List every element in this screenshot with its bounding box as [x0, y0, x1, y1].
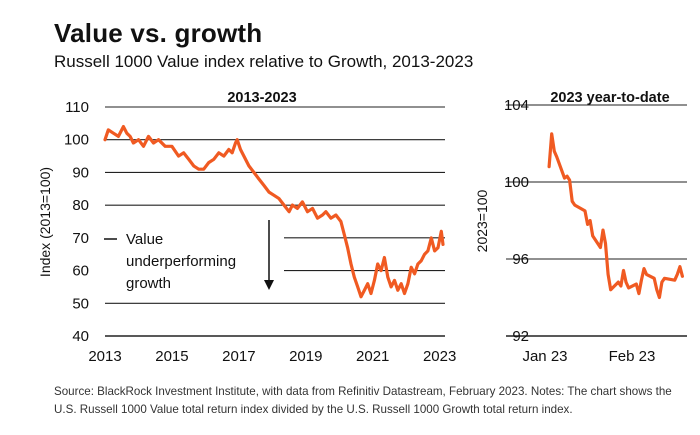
left-x-tick: 2023 [423, 348, 456, 365]
left-x-tick: 2021 [356, 348, 389, 365]
left-y-tick: 80 [72, 197, 89, 214]
annotation-line-2: underperforming [126, 253, 236, 270]
long-term-panel: 2013-2023 Index (2013=100) 40 50 60 70 80 90 1… [37, 90, 456, 365]
left-x-tick: 2015 [155, 348, 188, 365]
left-y-tick: 50 [72, 295, 89, 312]
right-x-tick: Jan 23 [522, 348, 567, 365]
annotation-line-1: Value [126, 231, 163, 248]
right-panel-title: 2023 year-to-date [550, 90, 669, 106]
left-x-tick: 2013 [88, 348, 121, 365]
right-y-tick: 96 [512, 251, 529, 268]
annotation-line-3: growth [126, 275, 171, 292]
left-panel-title: 2013-2023 [227, 90, 296, 106]
right-y-tick: 104 [504, 97, 529, 114]
left-y-tick: 70 [72, 230, 89, 247]
left-y-tick: 60 [72, 263, 89, 280]
right-y-tick: 92 [512, 328, 529, 345]
left-y-tick: 110 [65, 99, 89, 116]
arrow-head-icon [264, 280, 274, 290]
left-y-tick-labels: 40 50 60 70 80 90 100 110 [64, 99, 89, 345]
relative-index-line [103, 125, 445, 299]
right-y-axis-label: 2023=100 [474, 189, 490, 252]
right-y-tick: 100 [504, 174, 529, 191]
left-y-tick: 100 [64, 132, 89, 149]
right-gridlines [506, 104, 687, 337]
right-x-tick-labels: Jan 23 Feb 23 [522, 348, 655, 365]
source-note: Source: BlackRock Investment Institute, … [54, 385, 672, 416]
left-x-tick: 2017 [222, 348, 255, 365]
ytd-panel: 2023 year-to-date 2023=100 92 96 100 104 Ja… [474, 90, 687, 365]
left-gridlines [105, 106, 445, 337]
right-y-tick-labels: 92 96 100 104 [504, 97, 529, 345]
chart-canvas: 2013-2023 Index (2013=100) 40 50 60 70 80 90 1… [37, 90, 687, 365]
left-y-axis-label: Index (2013=100) [37, 167, 53, 277]
left-y-tick: 40 [72, 328, 89, 345]
chart-subtitle: Russell 1000 Value index relative to Gro… [54, 52, 474, 71]
chart-title: Value vs. growth [54, 18, 263, 48]
left-x-tick-labels: 2013 2015 2017 2019 2021 2023 [88, 348, 456, 365]
left-x-tick: 2019 [289, 348, 322, 365]
right-x-tick: Feb 23 [609, 348, 656, 365]
ytd-index-line [547, 132, 684, 300]
left-y-tick: 90 [72, 164, 89, 181]
